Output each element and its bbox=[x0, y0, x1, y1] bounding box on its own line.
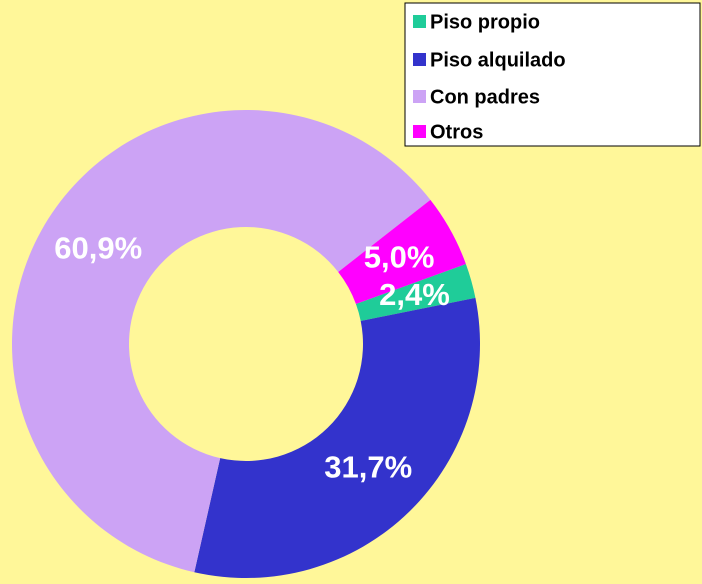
data-label: 5,0% bbox=[364, 239, 435, 274]
legend-swatch bbox=[413, 125, 426, 138]
data-label: 2,4% bbox=[379, 277, 450, 312]
data-label: 31,7% bbox=[324, 449, 412, 484]
legend-label: Piso alquilado bbox=[430, 49, 566, 71]
legend-swatch bbox=[413, 15, 426, 28]
legend-swatch bbox=[413, 53, 426, 66]
donut-slice bbox=[12, 109, 431, 573]
legend-label: Con padres bbox=[430, 86, 540, 108]
donut bbox=[12, 109, 481, 578]
legend bbox=[404, 2, 701, 147]
donut-slice bbox=[355, 263, 476, 321]
legend-label: Piso propio bbox=[430, 11, 540, 33]
donut-slice bbox=[338, 199, 466, 304]
legend-label: Otros bbox=[430, 121, 483, 143]
donut-slice bbox=[194, 297, 481, 578]
data-label: 60,9% bbox=[54, 230, 142, 265]
legend-swatch bbox=[413, 90, 426, 103]
